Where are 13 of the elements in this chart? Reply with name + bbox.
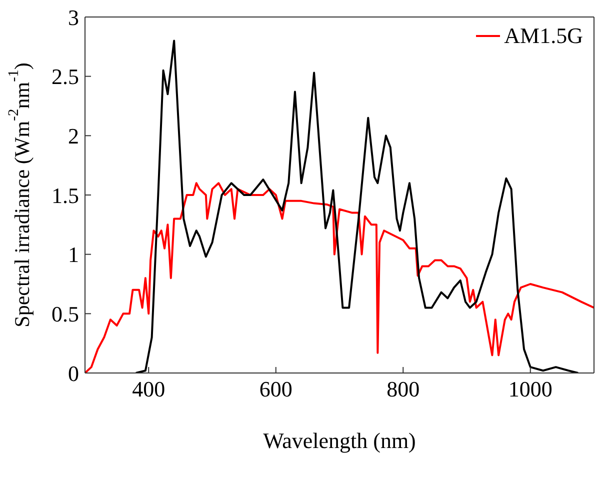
x-axis-title: Wavelength (nm) — [263, 428, 416, 453]
x-tick-label: 800 — [386, 376, 420, 402]
x-tick-label: 600 — [259, 376, 292, 402]
y-tick-label: 2.5 — [52, 64, 79, 90]
y-tick-label: 0.5 — [52, 301, 79, 326]
y-tick-label: 2 — [68, 123, 79, 148]
x-tick-label: 1000 — [508, 376, 552, 402]
y-tick-label: 1.5 — [52, 182, 79, 208]
y-tick-label: 3 — [68, 4, 79, 30]
y-tick-label: 1 — [68, 242, 79, 268]
x-tick-label: 400 — [132, 376, 166, 402]
y-tick-label: 0 — [68, 360, 79, 386]
legend-label: AM1.5G — [504, 23, 583, 48]
